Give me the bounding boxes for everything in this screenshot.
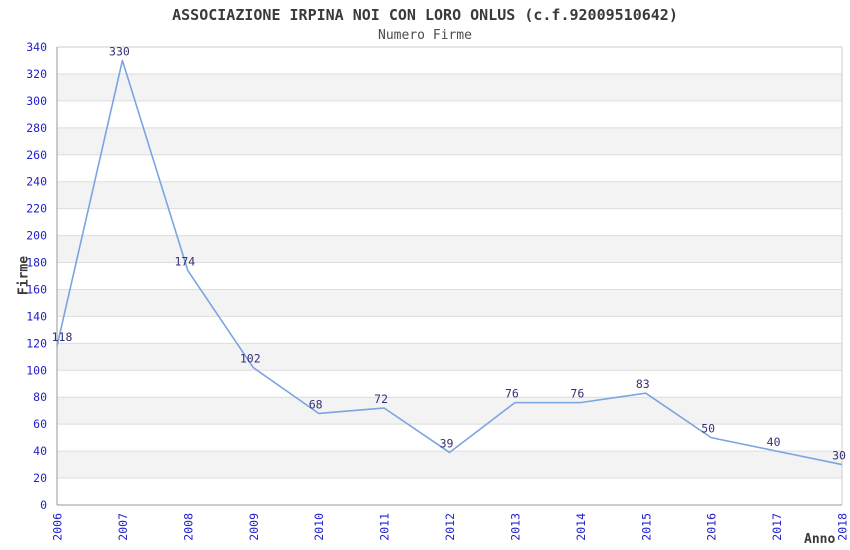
- y-tick-label: 240: [26, 175, 47, 189]
- x-tick-label: 2006: [51, 513, 65, 541]
- y-tick-label: 300: [26, 94, 47, 108]
- x-tick-label: 2017: [770, 513, 784, 541]
- data-label: 50: [701, 422, 715, 436]
- plot-band: [57, 289, 842, 317]
- x-tick-label: 2011: [378, 513, 392, 541]
- x-tick-label: 2016: [705, 513, 719, 541]
- x-tick-label: 2007: [116, 513, 130, 541]
- data-label: 40: [767, 435, 781, 449]
- y-tick-label: 100: [26, 363, 47, 377]
- data-label: 72: [374, 392, 388, 406]
- x-tick-label: 2014: [574, 513, 588, 541]
- y-axis-title: Firme: [16, 255, 32, 296]
- plot-band: [57, 343, 842, 371]
- data-label: 76: [505, 387, 519, 401]
- x-tick-label: 2018: [836, 513, 850, 541]
- y-tick-label: 140: [26, 309, 47, 323]
- y-tick-label: 280: [26, 121, 47, 135]
- y-tick-label: 120: [26, 336, 47, 350]
- y-tick-label: 80: [33, 390, 47, 404]
- data-label: 102: [240, 352, 261, 366]
- data-label: 83: [636, 377, 650, 391]
- y-tick-label: 160: [26, 282, 47, 296]
- data-label: 76: [570, 387, 584, 401]
- chart-subtitle: Numero Firme: [378, 28, 472, 43]
- plot-band: [57, 73, 842, 101]
- x-tick-label: 2015: [639, 513, 653, 541]
- y-tick-label: 320: [26, 67, 47, 81]
- data-label: 174: [174, 255, 195, 269]
- chart-title: ASSOCIAZIONE IRPINA NOI CON LORO ONLUS (…: [172, 6, 678, 24]
- x-tick-label: 2010: [312, 513, 326, 541]
- y-tick-label: 220: [26, 202, 47, 216]
- data-label: 330: [109, 44, 130, 58]
- data-label: 68: [309, 397, 323, 411]
- y-tick-label: 340: [26, 40, 47, 54]
- x-tick-label: 2008: [181, 513, 195, 541]
- y-tick-label: 0: [40, 498, 47, 512]
- x-tick-label: 2013: [508, 513, 522, 541]
- plot-band: [57, 397, 842, 425]
- y-tick-label: 40: [33, 444, 47, 458]
- plot-band: [57, 235, 842, 263]
- y-tick-label: 60: [33, 417, 47, 431]
- data-label: 30: [832, 449, 846, 463]
- x-tick-label: 2009: [247, 513, 261, 541]
- x-tick-label: 2012: [443, 513, 457, 541]
- plot-band: [57, 181, 842, 209]
- y-tick-label: 260: [26, 148, 47, 162]
- y-tick-label: 200: [26, 229, 47, 243]
- plot-band: [57, 127, 842, 155]
- data-line: [56, 59, 843, 466]
- y-tick-label: 20: [33, 471, 47, 485]
- y-tick-label: 180: [26, 256, 47, 270]
- x-axis-title: Anno: [804, 532, 836, 547]
- plot-band: [57, 451, 842, 479]
- data-label: 39: [440, 436, 454, 450]
- data-label: 118: [52, 330, 73, 344]
